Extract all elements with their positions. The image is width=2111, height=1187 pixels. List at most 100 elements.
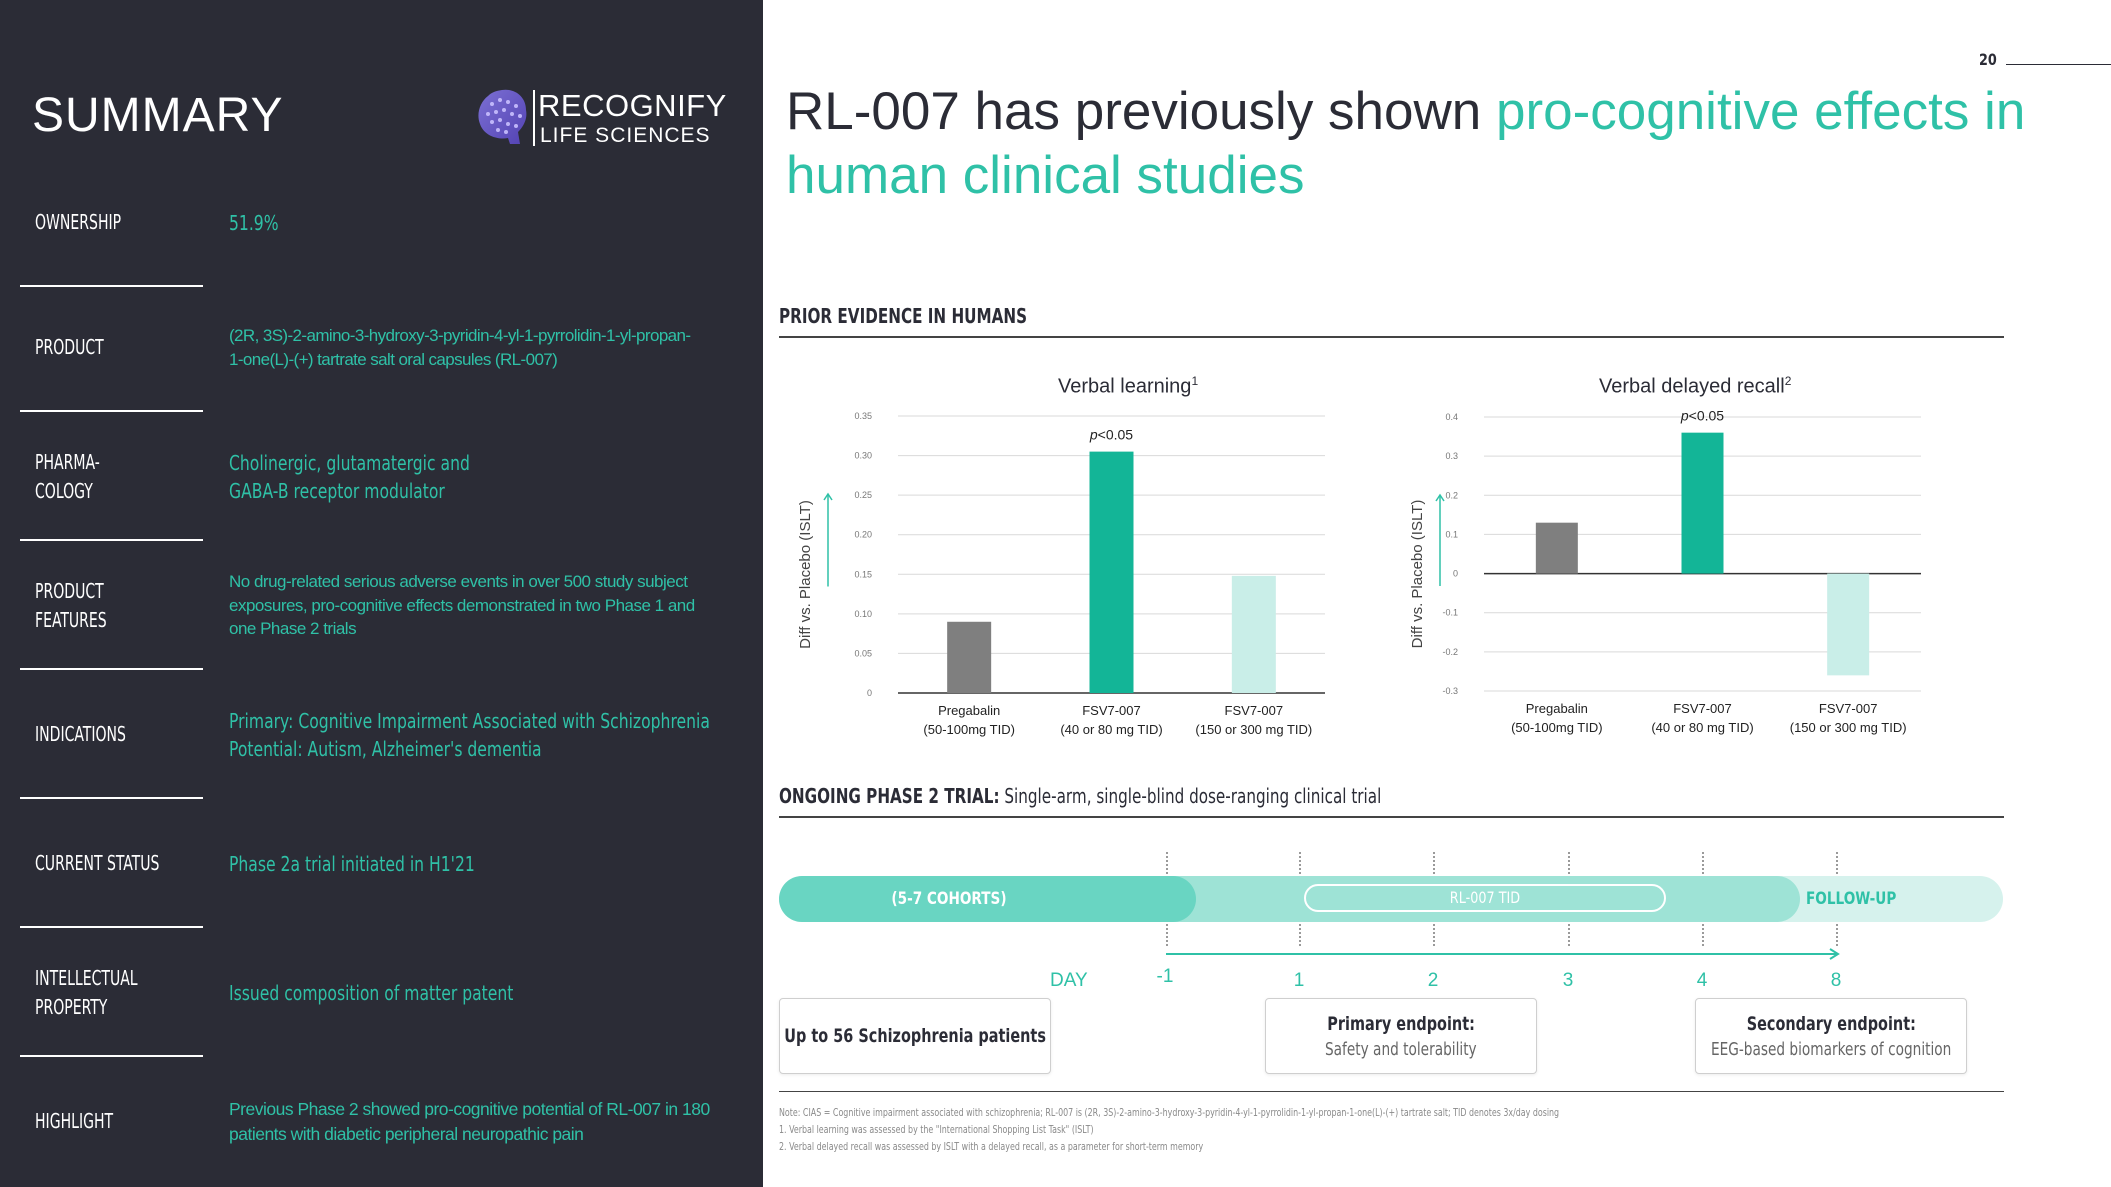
row-divider [20,797,203,799]
day-number: 1 [1293,970,1305,991]
y-tick-label: 0.20 [854,530,872,540]
y-axis-arrowhead-icon [1435,493,1445,502]
summary-title: SUMMARY [32,89,284,142]
footnote-2: 2. Verbal delayed recall was assessed by… [779,1140,1204,1153]
timeline-tick [1299,924,1301,946]
timeline-tick [1166,924,1168,946]
y-tick-label: 0.1 [1445,529,1458,539]
page-number-rule [2006,64,2111,65]
row-label: OWNERSHIP [35,210,122,234]
summary-panel: SUMMARY RECOGNIFY LIFE SCIENCES OWNERSHI… [0,0,763,1187]
timeline-cohorts-band [779,876,1196,922]
timeline-tick [1836,924,1838,946]
row-label: PRODUCT FEATURES [35,578,107,632]
summary-row-intellectual-property: INTELLECTUAL PROPERTY Issued composition… [0,928,763,1057]
chart2-title-footnote: 2 [1784,374,1792,388]
timeline-treatment-band [1100,876,1800,922]
row-divider [20,539,203,541]
y-tick-label: 0.15 [854,569,872,579]
timeline-followup-label: FOLLOW-UP [1806,889,1897,909]
y-tick-label: -0.2 [1442,647,1458,657]
chart2-title-text: Verbal delayed recall [1599,375,1785,398]
timeline-tick [1166,852,1168,874]
significance-label: p<0.05 [1089,427,1133,443]
footnote-1: 1. Verbal learning was assessed by the "… [779,1123,1094,1136]
y-tick-label: -0.3 [1442,686,1458,696]
x-tick-label: (40 or 80 mg TID) [1651,720,1753,735]
bar-2 [1827,573,1870,676]
day-number: 8 [1830,970,1842,991]
primary-endpoint-text: Safety and tolerability [1325,1038,1477,1060]
x-tick-label: (150 or 300 mg TID) [1195,722,1312,737]
headline-highlight: pro-cognitive effects in human clinical … [786,82,2026,205]
x-tick-label: (150 or 300 mg TID) [1790,720,1907,735]
section-rule [779,816,2004,818]
secondary-endpoint-title: Secondary endpoint: [1746,1012,1916,1035]
timeline-tick [1433,852,1435,874]
bar-2 [1231,575,1276,693]
footnote-rule [779,1091,2004,1092]
day-number: 2 [1427,970,1439,991]
bar-1 [1681,432,1724,574]
x-tick-label: Pregabalin [938,703,1000,718]
footnote-note: Note: CIAS = Cognitive impairment associ… [779,1106,1560,1119]
row-value: Cholinergic, glutamatergic and GABA-B re… [229,450,470,503]
row-divider [20,926,203,928]
bar-0 [947,621,992,693]
verbal-delayed-recall-chart: -0.3 -0.2 -0.1 0 0.1 0.2 0.3 0.4 Diff vs. Placeb… [1409,408,1921,735]
row-label: INDICATIONS [35,722,126,746]
day-axis-arrow-icon [1166,948,1840,960]
y-tick-label: 0.3 [1445,451,1458,461]
timeline-treatment-pill: RL-007 TID [1304,884,1666,912]
x-tick-label: (40 or 80 mg TID) [1060,722,1162,737]
logo-name: RECOGNIFY [538,88,727,123]
patients-box: Up to 56 Schizophrenia patients [779,998,1051,1074]
secondary-endpoint-text: EEG-based biomarkers of cognition [1710,1038,1952,1060]
row-value: No drug-related serious adverse events i… [229,571,695,639]
bar-0 [1535,522,1578,574]
row-divider [20,285,203,287]
page-number: 20 [1979,50,1997,69]
primary-endpoint-title: Primary endpoint: [1327,1012,1475,1035]
row-value: Previous Phase 2 showed pro-cognitive po… [229,1099,710,1144]
y-tick-label: 0 [867,688,872,698]
y-axis-label: Diff vs. Placebo (ISLT) [797,500,814,649]
verbal-learning-chart: 0 0.05 0.10 0.15 0.20 0.25 0.30 0.35 Diff vs. Pl… [797,411,1325,737]
timeline-treatment-label: RL-007 TID [1449,888,1521,907]
summary-row-pharmacology: PHARMA- COLOGY Cholinergic, glutamatergi… [0,412,763,541]
y-tick-label: 0.35 [854,411,872,421]
y-tick-label: 0.25 [854,490,872,500]
section-title-ongoing-trial: ONGOING PHASE 2 TRIAL: Single-arm, singl… [779,784,1381,808]
y-axis-arrowhead-icon [823,492,833,501]
section2-title-rest: Single-arm, single-blind dose-ranging cl… [999,784,1382,808]
row-label: INTELLECTUAL PROPERTY [35,965,138,1019]
day-number: 3 [1562,970,1574,991]
row-value: Phase 2a trial initiated in H1'21 [229,851,475,876]
patients-box-title: Up to 56 Schizophrenia patients [784,1025,1046,1047]
row-value: (2R, 3S)-2-amino-3-hydroxy-3-pyridin-4-y… [229,325,691,369]
timeline-tick [1433,924,1435,946]
row-value: Primary: Cognitive Impairment Associated… [229,708,710,761]
x-tick-label: (50-100mg TID) [923,722,1015,737]
summary-row-product: PRODUCT (2R, 3S)-2-amino-3-hydroxy-3-pyr… [0,283,763,412]
timeline-tick [1702,924,1704,946]
row-label: PRODUCT [35,335,104,359]
page-headline: RL-007 has previously shown pro-cognitiv… [786,80,2076,208]
row-label: PHARMA- COLOGY [35,449,100,503]
timeline-tick [1568,924,1570,946]
row-value: Issued composition of matter patent [229,980,514,1005]
summary-row-highlight: HIGHLIGHT Previous Phase 2 showed pro-co… [0,1057,763,1186]
chart1-title: Verbal learning1 [1058,374,1198,399]
logo-divider [533,90,535,146]
section2-title-bold: ONGOING PHASE 2 TRIAL: [779,784,1000,808]
y-tick-label: 0.10 [854,609,872,619]
section-title-prior-evidence: PRIOR EVIDENCE IN HUMANS [779,304,1028,328]
row-divider [20,1055,203,1057]
bar-1 [1089,451,1134,693]
summary-row-current-status: CURRENT STATUS Phase 2a trial initiated … [0,799,763,928]
primary-endpoint-box: Primary endpoint: Safety and tolerabilit… [1265,998,1537,1074]
x-tick-label: FSV7-007 [1225,703,1284,718]
logo-subname: LIFE SCIENCES [540,124,711,147]
y-tick-label: 0.05 [854,648,872,658]
x-tick-label: (50-100mg TID) [1511,720,1603,735]
